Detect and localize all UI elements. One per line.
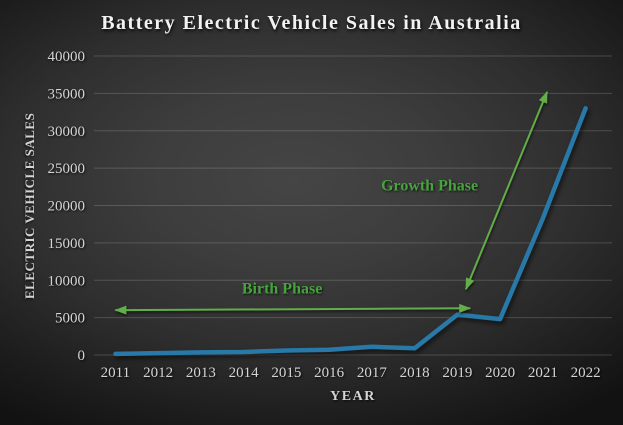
x-axis-title: YEAR xyxy=(330,389,376,404)
x-tick-label: 2012 xyxy=(143,365,173,381)
y-axis-tick-labels: 0 5000 10000 15000 20000 25000 30000 35000 40000 xyxy=(48,49,86,364)
y-tick-label: 5000 xyxy=(55,311,85,327)
x-tick-label: 2011 xyxy=(101,365,130,381)
y-tick-label: 25000 xyxy=(48,161,86,177)
phase-annotations: Birth Phase Growth Phase xyxy=(114,90,549,315)
y-tick-label: 20000 xyxy=(48,199,86,215)
y-tick-label: 15000 xyxy=(48,236,86,252)
x-tick-label: 2021 xyxy=(528,365,558,381)
x-tick-label: 2018 xyxy=(400,365,430,381)
x-tick-label: 2020 xyxy=(485,365,515,381)
y-tick-label: 35000 xyxy=(48,86,86,102)
sales-line-series xyxy=(113,106,588,357)
x-axis-tick-labels: 2011 2012 2013 2014 2015 2016 2017 2018 2019 2020… xyxy=(101,365,601,381)
birth-phase-label: Birth Phase xyxy=(242,280,322,297)
chart-title: Battery Electric Vehicle Sales in Austra… xyxy=(101,12,522,34)
growth-phase-label: Growth Phase xyxy=(381,177,478,194)
x-tick-label: 2016 xyxy=(314,365,345,381)
y-tick-label: 10000 xyxy=(48,273,86,289)
y-tick-label: 0 xyxy=(78,348,86,364)
growth-phase-arrow xyxy=(465,90,549,291)
x-tick-label: 2014 xyxy=(229,365,260,381)
x-tick-label: 2022 xyxy=(571,365,601,381)
x-tick-label: 2019 xyxy=(442,365,472,381)
x-tick-label: 2015 xyxy=(271,365,301,381)
y-tick-label: 30000 xyxy=(48,124,86,140)
x-tick-label: 2013 xyxy=(186,365,216,381)
x-tick-label: 2017 xyxy=(357,365,388,381)
birth-phase-arrow xyxy=(114,303,472,315)
y-tick-label: 40000 xyxy=(48,49,86,65)
